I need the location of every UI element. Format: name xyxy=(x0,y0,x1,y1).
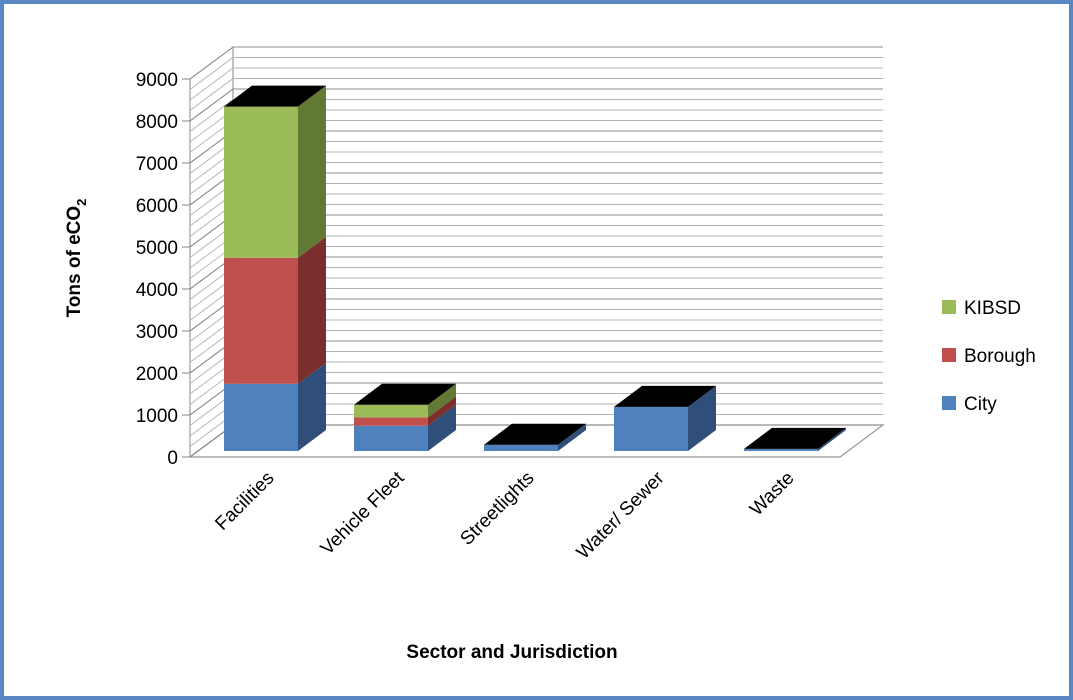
y-tick-label: 3000 xyxy=(136,322,178,343)
x-tick-label: Water/ Sewer xyxy=(573,467,669,563)
bar-top xyxy=(484,423,586,445)
bar-side xyxy=(298,236,326,384)
bar-top xyxy=(224,85,326,107)
bar-side xyxy=(558,423,586,451)
y-tick-label: 8000 xyxy=(136,112,178,133)
legend-swatch xyxy=(942,396,956,410)
minor-gridline xyxy=(189,78,883,111)
y-tick-label: 5000 xyxy=(136,238,178,259)
bar-top xyxy=(354,383,456,405)
bar-segment xyxy=(614,406,688,451)
bar-segment xyxy=(354,417,428,426)
bar-side xyxy=(298,362,326,451)
x-tick-label: Facilities xyxy=(211,468,278,535)
bar-segment xyxy=(354,425,428,451)
bars xyxy=(224,85,846,451)
major-gridline xyxy=(189,46,883,80)
y-axis-title: Tons of eCO2 xyxy=(64,199,89,318)
legend-label: City xyxy=(964,394,997,415)
y-tick-label: 1000 xyxy=(136,406,178,427)
major-gridline xyxy=(189,88,883,122)
y-tick-label: 2000 xyxy=(136,364,178,385)
y-tick-label: 6000 xyxy=(136,196,178,217)
bar-side xyxy=(688,385,716,451)
x-tick-label: Vehicle Fleet xyxy=(317,467,409,559)
minor-gridline xyxy=(189,67,883,101)
bar-side xyxy=(818,427,846,451)
bar-segment xyxy=(224,106,298,258)
bar-top xyxy=(614,385,716,407)
x-tick-label: Streetlights xyxy=(456,468,538,550)
y-tick-labels: 0 1000 2000 3000 4000 5000 6000 7000 8000 9000 xyxy=(136,70,178,469)
bar-side xyxy=(428,383,456,418)
bar-segment xyxy=(354,404,428,418)
legend-swatch xyxy=(942,300,956,314)
y-tick-label: 9000 xyxy=(136,70,178,91)
minor-gridline xyxy=(189,57,883,90)
y-tick-label: 7000 xyxy=(136,154,178,175)
bar-top xyxy=(744,427,846,449)
bar-side xyxy=(428,404,456,451)
bar-segment xyxy=(484,444,558,451)
y-tick-label: 0 xyxy=(167,448,178,469)
minor-gridline xyxy=(189,99,883,132)
bar-segment xyxy=(224,257,298,384)
x-axis-title: Sector and Jurisdiction xyxy=(406,642,617,663)
legend-label: KIBSD xyxy=(964,298,1021,319)
bar-segment xyxy=(744,448,818,451)
y-tick-label: 4000 xyxy=(136,280,178,301)
x-tick-labels: Facilities Vehicle Fleet Streetlights Water… xyxy=(211,467,798,563)
bar-side xyxy=(428,396,456,426)
bar-segment xyxy=(224,383,298,451)
legend: KIBSD Borough City xyxy=(942,298,1036,415)
bar-side xyxy=(298,85,326,258)
legend-label: Borough xyxy=(964,346,1036,367)
legend-swatch xyxy=(942,348,956,362)
x-tick-label: Waste xyxy=(746,468,798,520)
